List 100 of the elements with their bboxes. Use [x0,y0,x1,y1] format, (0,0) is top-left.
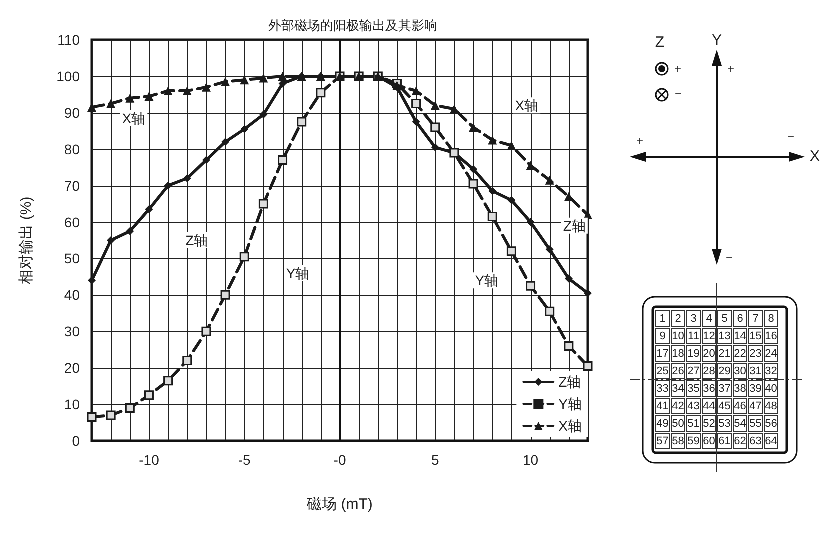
text: − [787,130,795,144]
y-tick-label: 80 [64,141,80,158]
x-tick-label: 5 [431,452,440,468]
data-label: 7 [752,313,759,326]
data-label: 45 [718,400,731,413]
data-label: 60 [703,436,716,448]
data-label: 18 [672,348,684,360]
data-label: 20 [703,348,716,360]
data-label: 36 [703,383,716,396]
data-label: 49 [656,418,669,430]
data-label: 57 [656,436,669,448]
data-label: 37 [718,383,731,396]
y-tick-label: 30 [64,324,80,340]
y-tick-label: 110 [58,32,80,48]
data-label: 63 [750,436,762,448]
data-label: 5 [722,313,728,326]
x-tick-label: -10 [139,452,160,468]
data-label: 43 [688,400,700,413]
y-tick-label: 70 [64,178,80,194]
y-tick-label: 50 [64,250,80,267]
annotation: Z轴 [563,218,586,234]
data-label: 3 [690,313,697,326]
text: Z [655,34,665,51]
y-tick-label: 10 [64,396,80,413]
text: + [674,62,682,76]
annotation: Y轴 [286,265,310,282]
data-label: 39 [750,383,762,396]
data-label: 1 [660,313,666,326]
y-axis-title: 相对输出 (%) [18,196,35,284]
data-label: 64 [765,436,778,448]
data-label: 24 [765,348,778,360]
data-label: 29 [718,366,731,378]
data-label: 35 [688,383,700,396]
text: X [810,148,820,165]
data-label: 26 [672,366,684,378]
x-tick-label: -0 [334,452,346,468]
data-label: 4 [706,313,712,326]
data-label: 42 [672,400,684,413]
data-label: 21 [718,348,731,360]
data-label: 54 [734,418,746,430]
data-label: 33 [656,383,669,396]
x-tick-label: 10 [522,452,539,468]
data-label: 30 [734,366,746,378]
data-label: 19 [688,348,700,360]
text: − [726,251,734,266]
data-label: 17 [656,348,669,360]
data-label: 56 [765,418,778,430]
legend-label: Z轴 [558,374,582,390]
data-label: 28 [703,366,716,378]
y-tick-label: 40 [64,287,80,304]
data-label: 23 [750,348,762,360]
data-label: 14 [734,330,746,343]
data-label: 15 [750,330,762,343]
x-axis-title: 磁场 (mT) [306,496,373,513]
data-label: 16 [765,330,778,343]
annotation: Y轴 [475,272,499,289]
data-label: 53 [718,418,731,430]
text: Y [712,32,722,49]
annotation: X轴 [122,110,146,126]
legend-label: X轴 [558,418,582,434]
data-label: 61 [718,436,731,448]
data-label: 51 [688,418,700,430]
data-label: 59 [688,436,700,448]
chart-title: 外部磁场的阳极输出及其影响 [268,18,438,33]
data-label: 47 [750,400,762,413]
legend-label: Y轴 [558,396,582,412]
data-label: 8 [768,313,774,326]
data-label: 52 [703,418,716,430]
data-label: 48 [765,400,778,413]
data-label: 2 [675,313,682,326]
data-label: 50 [672,418,684,430]
text: + [727,62,735,76]
data-label: 58 [672,436,684,448]
x-tick-label: -5 [238,452,252,468]
data-label: 27 [688,366,700,378]
text: + [636,134,644,148]
data-label: 12 [703,330,716,343]
data-label: 44 [703,400,716,413]
y-tick-label: 0 [72,433,80,449]
data-label: 31 [750,366,762,378]
data-label: 22 [734,348,746,360]
data-label: 40 [765,383,778,396]
data-label: 6 [737,313,744,326]
data-label: 46 [734,400,746,413]
data-label: 41 [656,400,669,413]
data-label: 25 [656,366,669,378]
data-label: 55 [750,418,762,430]
data-label: 62 [734,436,746,448]
y-tick-label: 90 [64,104,80,121]
annotation: X轴 [515,98,539,114]
data-label: 38 [734,383,746,396]
data-label: 32 [765,366,778,378]
y-tick-label: 100 [56,68,80,84]
data-label: 11 [688,330,700,343]
data-label: 13 [718,330,731,343]
y-tick-label: 20 [64,360,80,376]
data-label: 9 [660,330,666,343]
text: − [675,87,682,102]
y-tick-label: 60 [64,214,80,230]
annotation: Z轴 [186,232,208,248]
